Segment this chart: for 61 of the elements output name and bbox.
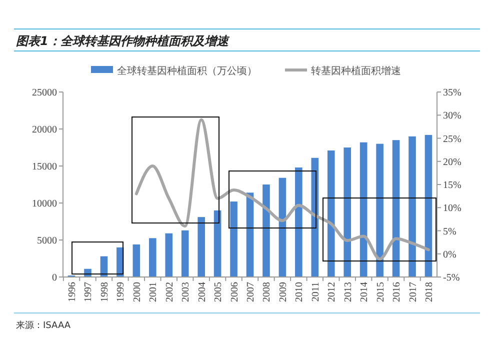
y-tick-label: 5000 (37, 236, 57, 246)
bar (132, 244, 140, 277)
bar (165, 233, 173, 277)
x-tick-label: 2002 (164, 282, 176, 302)
y2-tick-label: 25% (443, 134, 462, 145)
x-tick-label: 2014 (359, 282, 370, 302)
bar (148, 238, 156, 277)
legend-label: 全球转基因种植面积（万公顷） (117, 65, 257, 77)
y2-tick-label: 5% (443, 226, 456, 238)
x-tick-label: 2018 (424, 282, 435, 302)
bar (376, 144, 384, 277)
bar (230, 202, 238, 277)
x-tick-label: 2015 (375, 282, 386, 302)
bar (392, 140, 400, 277)
x-tick-label: 2017 (408, 282, 419, 302)
bar (246, 192, 254, 277)
y2-tick-label: 30% (443, 110, 462, 122)
bar (295, 167, 302, 277)
x-tick-label: 1997 (83, 282, 94, 302)
source-note: 来源：ISAAA (16, 320, 72, 331)
bar (262, 184, 270, 277)
y-tick-label: 15000 (32, 162, 57, 172)
y2-tick-label: 35% (443, 88, 462, 98)
x-tick-label: 2012 (326, 282, 338, 302)
x-tick-label: 2009 (278, 282, 289, 302)
bar (360, 142, 368, 277)
x-tick-label: 2005 (213, 282, 224, 302)
x-tick-label: 1999 (116, 282, 127, 302)
bar (181, 230, 189, 277)
y-tick-label: 10000 (32, 198, 57, 210)
x-tick-label: 2010 (294, 282, 306, 302)
x-tick-label: 2006 (229, 282, 240, 302)
y2-tick-label: 20% (443, 156, 462, 168)
chart-title: 图表1：全球转基因作物种植面积及增速 (16, 34, 230, 48)
bar (424, 134, 432, 277)
bar (214, 210, 222, 277)
line-series (134, 118, 430, 260)
y-tick-label: 25000 (32, 88, 57, 98)
x-tick-label: 1996 (67, 282, 78, 302)
bar (198, 217, 205, 277)
x-tick-label: 2008 (262, 282, 273, 302)
x-tick-label: 2004 (196, 282, 208, 302)
bar (408, 136, 416, 277)
y2-tick-label: 15% (443, 180, 462, 191)
bar (344, 148, 352, 277)
x-tick-label: 1998 (99, 282, 110, 302)
y2-tick-label: 0% (443, 249, 456, 260)
y-tick-label: 0 (52, 272, 57, 284)
x-tick-label: 2007 (246, 282, 256, 302)
y2-tick-label: 10% (443, 203, 462, 214)
y2-tick-label: -5% (443, 272, 460, 284)
x-tick-label: 2001 (148, 282, 160, 302)
y-tick-label: 20000 (32, 124, 57, 136)
x-tick-label: 2011 (310, 282, 322, 302)
bar (327, 150, 335, 277)
x-tick-label: 2016 (392, 282, 403, 302)
x-tick-label: 2003 (180, 282, 192, 302)
x-tick-label: 2000 (132, 282, 143, 302)
bar (278, 178, 286, 277)
x-tick-label: 2013 (342, 282, 354, 302)
legend-label: 转基因种植面积增速 (311, 65, 401, 77)
